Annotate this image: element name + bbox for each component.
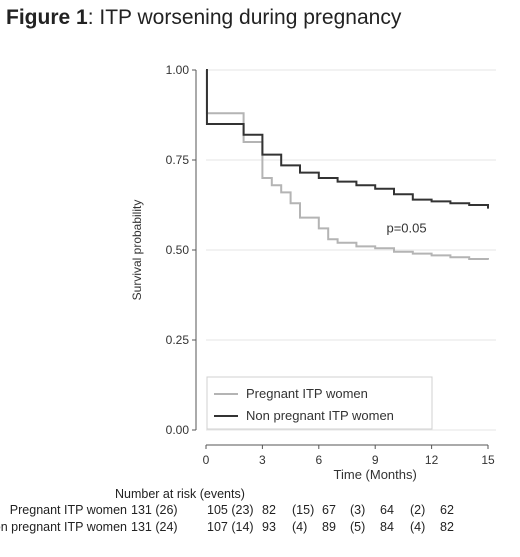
y-tick-label: 0.25 xyxy=(166,333,190,347)
p-value-annotation: p=0.05 xyxy=(386,220,426,235)
risk-cell: (4) xyxy=(410,520,426,534)
risk-cell: (15) xyxy=(292,503,315,517)
y-axis-label: Survival probability xyxy=(130,200,144,301)
risk-cell: 62 xyxy=(440,503,454,517)
risk-cell: (2) xyxy=(410,503,426,517)
legend: Pregnant ITP women Non pregnant ITP wome… xyxy=(206,376,433,430)
x-tick-label: 12 xyxy=(425,453,439,467)
risk-cell: 93 xyxy=(262,520,276,534)
series-layer xyxy=(205,69,489,260)
x-tick-label: 6 xyxy=(315,453,322,467)
x-tick-label: 3 xyxy=(259,453,266,467)
series-line-non-pregnant xyxy=(205,69,489,209)
risk-cell: 107 (14) xyxy=(207,520,254,534)
x-axis-label: Time (Months) xyxy=(334,467,417,482)
legend-label-pregnant: Pregnant ITP women xyxy=(246,386,368,401)
risk-row-label: Non pregnant ITP women xyxy=(0,520,127,534)
risk-cell: 67 xyxy=(322,503,336,517)
series-line-pregnant xyxy=(205,69,489,260)
risk-cell: 89 xyxy=(322,520,336,534)
figure-label: Figure 1 xyxy=(6,6,88,29)
y-tick-label: 0.50 xyxy=(166,243,190,257)
risk-cell: (5) xyxy=(350,520,366,534)
risk-cell: 131 (24) xyxy=(131,520,178,534)
risk-row-label: Pregnant ITP women xyxy=(9,503,127,517)
legend-box xyxy=(206,376,433,430)
y-tick-label: 1.00 xyxy=(166,63,190,77)
risk-cell: 82 xyxy=(262,503,276,517)
risk-cell: 82 xyxy=(440,520,454,534)
risk-cell: 84 xyxy=(380,520,394,534)
risk-cell: 131 (26) xyxy=(131,503,178,517)
figure-title-text: : ITP worsening during pregnancy xyxy=(87,6,402,29)
x-tick-label: 15 xyxy=(481,453,495,467)
x-tick-label: 9 xyxy=(372,453,379,467)
y-tick-label: 0.75 xyxy=(166,153,190,167)
survival-chart: 0.00 0.25 0.50 0.75 1.00 0 3 6 9 12 15 p=0.05 Time… xyxy=(130,63,496,482)
figure-title: Figure 1: ITP worsening during pregnancy xyxy=(6,6,401,30)
y-tick-label: 0.00 xyxy=(166,423,190,437)
risk-cell: 105 (23) xyxy=(207,503,254,517)
axis-layer: 0.00 0.25 0.50 0.75 1.00 0 3 6 9 12 15 xyxy=(166,63,495,467)
x-tick-label: 0 xyxy=(203,453,210,467)
risk-table-header: Number at risk (events) xyxy=(115,487,245,501)
legend-label-non-pregnant: Non pregnant ITP women xyxy=(246,408,394,423)
risk-cell: 64 xyxy=(380,503,394,517)
risk-cell: (4) xyxy=(292,520,308,534)
grid-layer xyxy=(206,69,496,431)
risk-cell: (3) xyxy=(350,503,366,517)
